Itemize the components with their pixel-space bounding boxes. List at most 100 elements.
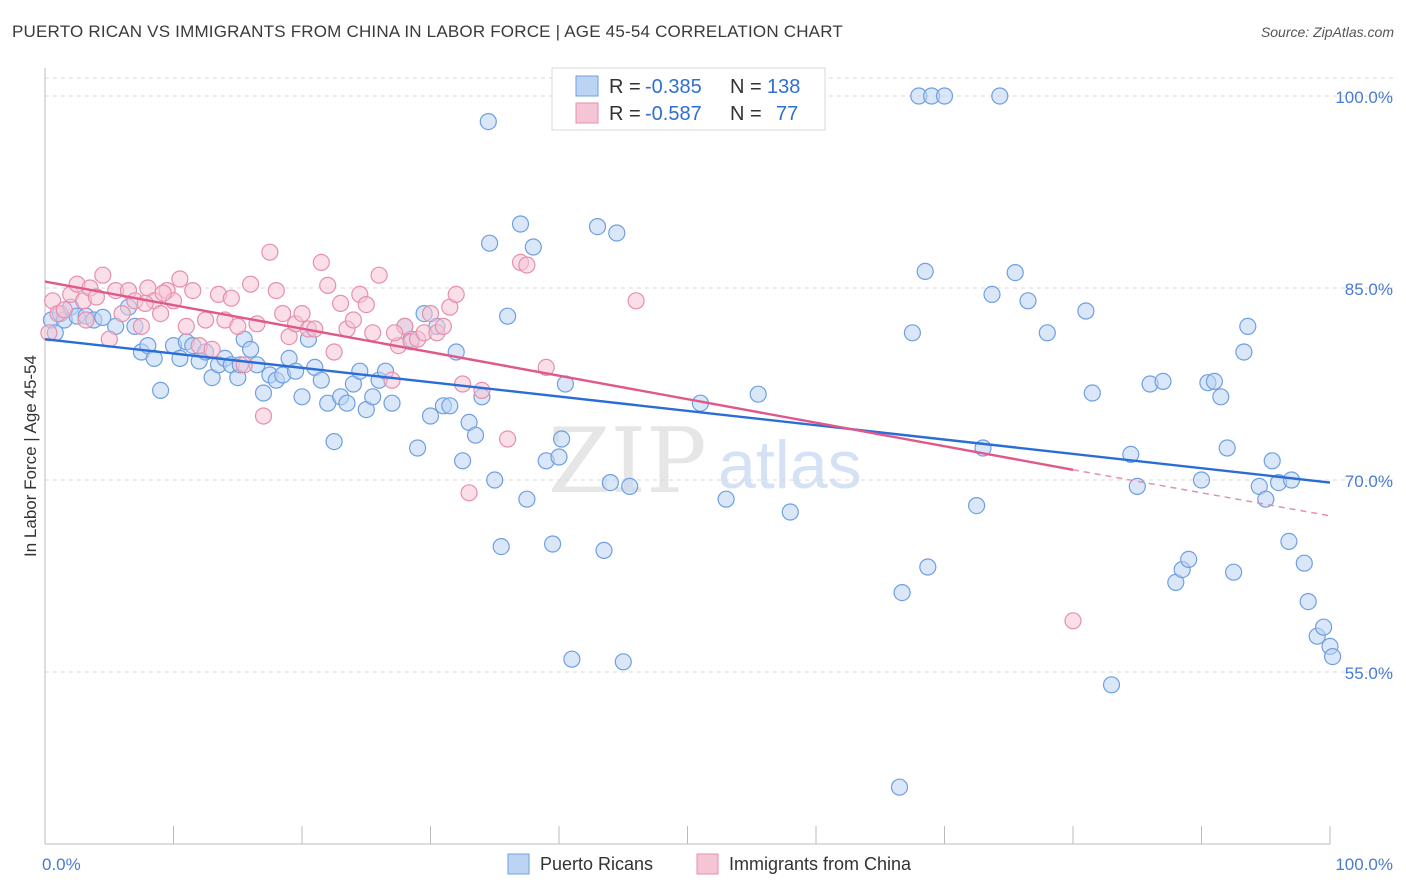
china-point-3	[55, 301, 73, 319]
y-tick-label-2: 85.0%	[1345, 280, 1393, 299]
y-axis-label: In Labor Force | Age 45-54	[21, 355, 40, 557]
china-point-48	[344, 311, 362, 329]
puerto-rican-point-69	[499, 307, 517, 325]
x-tick-label-0: 0.0%	[42, 855, 81, 874]
china-point-61	[434, 317, 452, 335]
puerto-rican-point-119	[1218, 439, 1236, 457]
puerto-rican-point-101	[991, 87, 1009, 105]
puerto-rican-point-81	[601, 474, 620, 492]
trend-line-immigrants-china	[44, 280, 1074, 471]
china-point-37	[274, 305, 292, 323]
puerto-rican-point-104	[1038, 324, 1056, 342]
china-point-69	[518, 256, 536, 274]
china-point-26	[203, 340, 221, 358]
legend-r-value-0: -0.385	[645, 76, 702, 98]
puerto-rican-point-111	[1154, 372, 1172, 390]
china-point-35	[261, 243, 279, 261]
puerto-rican-point-70	[511, 215, 530, 233]
puerto-rican-point-125	[1263, 452, 1281, 470]
china-point-76	[77, 311, 95, 329]
puerto-rican-point-102	[1006, 264, 1024, 282]
puerto-rican-point-71	[518, 490, 536, 508]
series-immigrants-from-china	[40, 243, 1082, 630]
china-point-23	[184, 282, 202, 300]
puerto-rican-point-72	[524, 238, 542, 256]
bottom-legend-label-immigrants-china: Immigrants from China	[729, 854, 912, 874]
puerto-rican-point-40	[312, 371, 330, 389]
china-point-15	[132, 317, 150, 335]
china-point-34	[254, 407, 273, 425]
puerto-rican-point-127	[1280, 532, 1298, 551]
china-point-8	[87, 288, 106, 306]
axes	[44, 68, 1331, 845]
china-point-22	[177, 317, 195, 335]
puerto-rican-point-31	[254, 384, 273, 402]
source-credit: Source: ZipAtlas.com	[1260, 24, 1394, 40]
puerto-rican-point-76	[552, 430, 571, 448]
puerto-rican-point-118	[1212, 388, 1230, 406]
china-point-67	[499, 430, 517, 448]
watermark-atlas: atlas	[718, 427, 862, 503]
puerto-rican-point-120	[1224, 563, 1243, 581]
china-point-59	[421, 305, 440, 323]
puerto-rican-point-89	[781, 503, 799, 521]
puerto-rican-point-117	[1205, 372, 1224, 390]
puerto-rican-point-107	[1102, 676, 1121, 694]
puerto-rican-point-54	[409, 439, 427, 457]
puerto-rican-point-82	[608, 224, 626, 242]
china-point-52	[370, 266, 388, 284]
puerto-rican-point-66	[481, 234, 499, 252]
puerto-rican-point-59	[441, 397, 459, 415]
chart-title: PUERTO RICAN VS IMMIGRANTS FROM CHINA IN…	[12, 22, 843, 41]
china-point-25	[197, 311, 215, 329]
china-point-31	[235, 356, 253, 374]
bottom-legend-label-puerto-ricans: Puerto Ricans	[540, 854, 653, 874]
puerto-rican-point-91	[893, 583, 911, 602]
puerto-rican-point-103	[1019, 292, 1037, 310]
china-point-51	[364, 324, 382, 342]
trend-lines	[44, 280, 1331, 517]
china-point-32	[242, 275, 260, 293]
puerto-rican-point-132	[1314, 618, 1333, 636]
puerto-rican-point-100	[983, 285, 1001, 303]
puerto-rican-point-67	[486, 471, 504, 489]
puerto-rican-point-80	[595, 541, 613, 560]
china-point-63	[447, 285, 465, 303]
y-tick-label-1: 70.0%	[1345, 472, 1393, 491]
legend-swatch-immigrants-china	[575, 102, 599, 124]
puerto-rican-point-63	[466, 426, 485, 444]
bottom-legend: Puerto Ricans Immigrants from China	[507, 853, 912, 875]
legend-r-label-1: R =	[609, 103, 641, 125]
china-point-18	[152, 305, 170, 323]
puerto-rican-point-37	[293, 388, 311, 406]
puerto-rican-point-29	[242, 340, 260, 358]
tick-labels: 55.0% 70.0% 85.0% 100.0% 0.0% 100.0%	[42, 88, 1393, 874]
legend-n-value-0: 138	[767, 76, 800, 98]
legend-n-value-1: 77	[776, 103, 798, 125]
puerto-rican-point-134	[1323, 647, 1342, 666]
watermark: ZIP atlas	[548, 409, 862, 514]
puerto-rican-point-94	[919, 558, 937, 576]
china-point-0	[40, 324, 58, 342]
puerto-rican-point-56	[421, 407, 440, 425]
china-point-66	[473, 381, 491, 399]
china-point-50	[357, 296, 375, 314]
puerto-rican-point-74	[543, 535, 562, 553]
puerto-rican-point-90	[890, 778, 909, 796]
legend-n-label-1: N =	[730, 103, 762, 125]
puerto-rican-point-42	[325, 433, 343, 451]
watermark-zip: ZIP	[548, 409, 707, 514]
puerto-rican-point-122	[1239, 317, 1257, 335]
china-point-71	[627, 292, 645, 310]
puerto-rican-point-108	[1122, 445, 1140, 463]
puerto-rican-point-92	[903, 324, 922, 342]
puerto-rican-point-15	[152, 381, 170, 399]
puerto-rican-point-96	[916, 262, 934, 280]
china-point-21	[171, 270, 189, 288]
puerto-rican-point-79	[588, 218, 607, 236]
china-point-36	[267, 282, 285, 300]
puerto-rican-point-78	[563, 650, 581, 668]
puerto-rican-point-105	[1077, 302, 1095, 320]
china-point-12	[113, 305, 131, 323]
legend-swatch-puerto-ricans	[575, 75, 599, 97]
